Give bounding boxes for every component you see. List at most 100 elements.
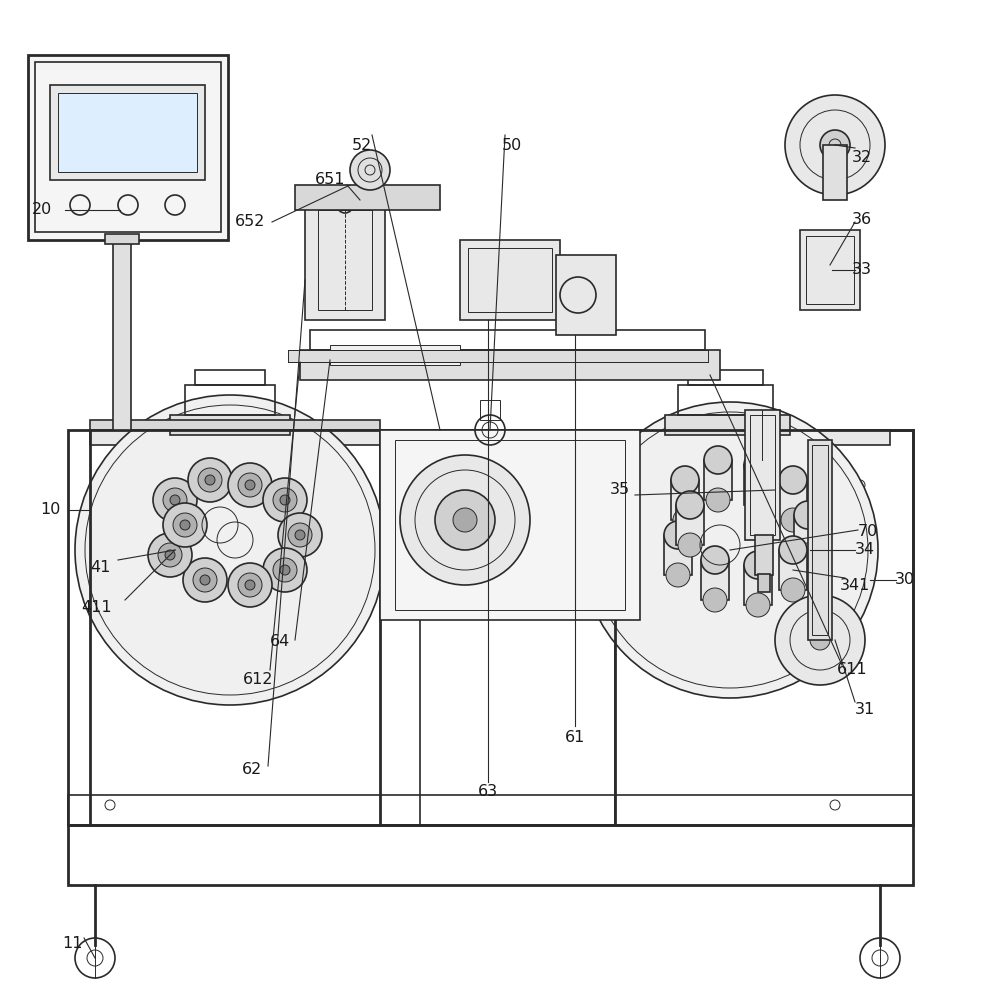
Text: 651: 651 [315,172,345,188]
Circle shape [295,530,305,540]
Circle shape [280,495,290,505]
Bar [758,574,770,592]
Bar [318,210,372,310]
Circle shape [183,558,227,602]
Text: 50: 50 [502,137,522,152]
Bar [68,825,913,885]
Bar [300,350,720,380]
Circle shape [703,588,727,612]
Circle shape [75,395,385,705]
Bar [28,55,228,240]
Bar [113,238,131,430]
Bar [90,420,380,430]
Bar [90,430,380,825]
Circle shape [238,573,262,597]
Text: 33: 33 [852,262,872,277]
Bar [556,255,616,335]
Circle shape [582,402,878,698]
Circle shape [671,466,699,494]
Circle shape [350,150,390,190]
Text: 52: 52 [352,137,372,152]
Bar [330,345,460,365]
Circle shape [706,488,730,512]
Text: 34: 34 [854,542,875,558]
Circle shape [781,508,805,532]
Circle shape [153,478,197,522]
Bar [185,385,275,415]
Circle shape [245,580,255,590]
Circle shape [158,543,182,567]
Circle shape [781,578,805,602]
Circle shape [163,488,187,512]
Circle shape [273,488,297,512]
Bar [295,185,440,210]
Bar [671,480,699,520]
Circle shape [796,543,820,567]
Circle shape [775,595,865,685]
Text: 30: 30 [895,572,915,587]
Bar [800,230,860,310]
Circle shape [785,95,885,195]
Text: 612: 612 [242,672,274,688]
Bar [288,350,708,362]
Text: 35: 35 [610,483,630,497]
Text: 36: 36 [852,213,872,228]
Text: 31: 31 [854,702,875,718]
Bar [779,550,807,590]
Circle shape [744,551,772,579]
Text: 32: 32 [852,149,872,164]
Bar [35,62,221,232]
Circle shape [278,513,322,557]
Text: 62: 62 [242,762,262,778]
Circle shape [165,550,175,560]
Circle shape [678,533,702,557]
Circle shape [676,491,704,519]
Bar [688,370,763,385]
Bar [808,440,832,640]
Circle shape [794,501,822,529]
Circle shape [263,548,307,592]
Bar [195,370,265,385]
Text: 10: 10 [40,502,60,518]
Circle shape [280,565,290,575]
Text: 20: 20 [31,202,52,218]
Circle shape [666,563,690,587]
Circle shape [180,520,190,530]
Text: 64: 64 [270,635,290,650]
Bar [305,200,385,320]
Bar [664,535,692,575]
Circle shape [453,508,477,532]
Circle shape [205,475,215,485]
Bar [58,93,197,172]
Bar [68,795,913,825]
Bar [744,565,772,605]
Text: 341: 341 [840,578,870,592]
Bar [170,415,290,435]
Circle shape [400,455,530,585]
Bar [310,330,705,350]
Bar [823,145,847,200]
Circle shape [810,630,830,650]
Bar [480,400,500,420]
Circle shape [673,508,697,532]
Bar [105,234,139,244]
Circle shape [193,568,217,592]
Bar [665,415,790,435]
Circle shape [173,513,197,537]
Circle shape [704,446,732,474]
Circle shape [746,493,770,517]
Circle shape [779,536,807,564]
Circle shape [148,533,192,577]
Circle shape [779,466,807,494]
Text: 61: 61 [565,730,586,746]
Circle shape [744,451,772,479]
Circle shape [273,558,297,582]
Circle shape [701,546,729,574]
Text: 611: 611 [837,662,867,678]
Text: 11: 11 [62,936,82,950]
Bar [460,240,560,320]
Bar [745,410,780,540]
Bar [468,248,552,312]
Bar [755,535,773,575]
Bar [68,430,913,825]
